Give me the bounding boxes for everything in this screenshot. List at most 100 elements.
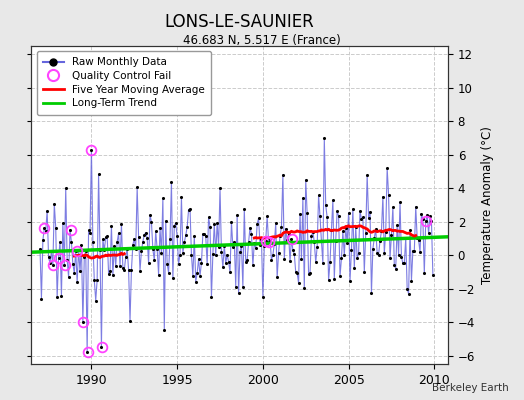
Point: [113, 239, 122, 245]
Point: [417, 210, 425, 217]
Point: [181, 232, 190, 239]
Point: [304, 270, 313, 277]
Point: [276, 233, 284, 239]
Point: [212, 252, 220, 258]
Point: [83, 349, 91, 356]
Point: [240, 206, 248, 212]
Point: [222, 260, 230, 266]
Point: [76, 268, 84, 274]
Point: [97, 344, 106, 350]
Point: [313, 244, 321, 250]
Point: [333, 208, 341, 214]
Point: [204, 214, 213, 220]
Point: [314, 192, 323, 198]
Point: [53, 294, 61, 300]
Point: [216, 185, 224, 192]
Point: [46, 260, 54, 266]
Point: [108, 272, 117, 278]
Point: [421, 218, 430, 224]
Point: [370, 235, 378, 241]
Point: [249, 262, 257, 269]
Point: [322, 202, 330, 209]
Point: [171, 220, 180, 226]
Point: [369, 246, 377, 252]
Point: [293, 270, 301, 276]
Point: [259, 294, 267, 300]
Point: [373, 250, 381, 256]
Point: [309, 228, 317, 235]
Point: [88, 146, 96, 153]
Point: [356, 208, 364, 214]
Point: [267, 257, 276, 263]
Point: [61, 185, 70, 192]
Point: [192, 278, 200, 285]
Point: [303, 210, 311, 217]
Point: [209, 251, 217, 257]
Point: [260, 243, 268, 249]
Point: [233, 212, 242, 218]
Point: [387, 232, 396, 238]
Point: [319, 260, 327, 266]
Point: [250, 240, 258, 246]
Point: [269, 252, 277, 258]
Point: [423, 212, 431, 218]
Point: [227, 219, 236, 226]
Point: [364, 215, 373, 221]
Point: [344, 210, 353, 216]
Point: [261, 237, 270, 244]
Point: [410, 248, 419, 254]
Point: [326, 259, 334, 265]
Point: [263, 213, 271, 220]
Point: [348, 206, 357, 212]
Point: [357, 216, 366, 222]
Point: [63, 257, 71, 263]
Point: [77, 242, 85, 248]
Point: [397, 254, 406, 260]
Point: [60, 262, 69, 268]
Point: [177, 194, 185, 200]
Point: [190, 233, 199, 239]
Point: [146, 212, 154, 218]
Point: [332, 237, 340, 244]
Point: [337, 255, 346, 262]
Point: [323, 214, 331, 220]
Point: [72, 248, 80, 254]
Legend: Raw Monthly Data, Quality Control Fail, Five Year Moving Average, Long-Term Tren: Raw Monthly Data, Quality Control Fail, …: [37, 51, 211, 115]
Point: [317, 238, 325, 245]
Point: [187, 252, 195, 258]
Point: [414, 237, 423, 244]
Point: [413, 234, 421, 241]
Point: [328, 226, 336, 233]
Point: [374, 252, 383, 258]
Point: [206, 224, 214, 230]
Point: [123, 246, 132, 252]
Point: [377, 228, 386, 234]
Point: [40, 225, 49, 231]
Point: [89, 239, 97, 245]
Point: [208, 294, 216, 300]
Point: [140, 232, 148, 238]
Point: [106, 268, 114, 274]
Point: [145, 260, 153, 266]
Point: [379, 194, 387, 200]
Point: [92, 297, 100, 304]
Point: [294, 280, 303, 286]
Point: [173, 233, 181, 240]
Point: [180, 239, 189, 246]
Point: [124, 267, 133, 273]
Point: [238, 284, 247, 290]
Point: [427, 218, 435, 224]
Point: [366, 208, 374, 215]
Point: [147, 219, 156, 225]
Point: [367, 290, 376, 296]
Point: [155, 271, 163, 278]
Point: [117, 221, 126, 227]
Point: [279, 172, 287, 178]
Point: [223, 252, 232, 258]
Point: [237, 242, 246, 249]
Point: [283, 237, 291, 244]
Point: [372, 226, 380, 232]
Point: [401, 235, 410, 241]
Point: [90, 277, 99, 284]
Point: [320, 135, 329, 141]
